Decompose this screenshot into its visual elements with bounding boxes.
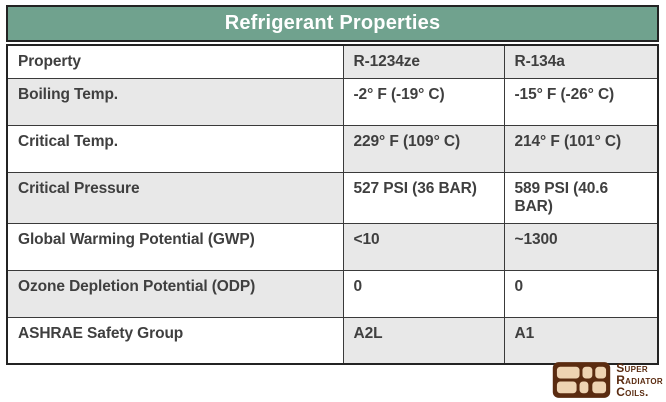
value-cell-r134a: 0 — [503, 269, 659, 318]
value-cell-r1234ze: 229° F (109° C) — [342, 124, 505, 173]
column-header-property: Property — [6, 44, 344, 79]
table-row-odp: Ozone Depletion Potential (ODP) 0 0 — [6, 269, 659, 318]
property-cell: ASHRAE Safety Group — [6, 316, 344, 365]
column-header-r1234ze: R-1234ze — [342, 44, 505, 79]
value-cell-r134a: ~1300 — [503, 222, 659, 271]
property-cell: Ozone Depletion Potential (ODP) — [6, 269, 344, 318]
refrigerant-properties-table: Property R-1234ze R-134a Boiling Temp. -… — [6, 44, 659, 365]
table-title-band: Refrigerant Properties — [6, 5, 659, 42]
value-cell-r134a: 589 PSI (40.6 BAR) — [503, 171, 659, 224]
header-row: Property R-1234ze R-134a — [6, 44, 659, 79]
value-cell-r1234ze: A2L — [342, 316, 505, 365]
value-cell-r134a: -15° F (-26° C) — [503, 77, 659, 126]
logo-line-radiator: Radiator — [616, 372, 663, 387]
table-row-critical-pressure: Critical Pressure 527 PSI (36 BAR) 589 P… — [6, 171, 659, 224]
value-cell-r1234ze: 0 — [342, 269, 505, 318]
property-cell: Global Warming Potential (GWP) — [6, 222, 344, 271]
table-title: Refrigerant Properties — [224, 12, 441, 34]
value-cell-r134a: 214° F (101° C) — [503, 124, 659, 173]
table-row-ashrae-safety-group: ASHRAE Safety Group A2L A1 — [6, 316, 659, 365]
super-radiator-coils-logo: Super Radiator Coils. — [552, 361, 663, 399]
property-cell: Boiling Temp. — [6, 77, 344, 126]
logo-line-super: Super — [616, 360, 648, 375]
value-cell-r1234ze: 527 PSI (36 BAR) — [342, 171, 505, 224]
logo-wordmark: Super Radiator Coils. — [616, 360, 663, 400]
value-cell-r1234ze: -2° F (-19° C) — [342, 77, 505, 126]
column-header-r134a: R-134a — [503, 44, 659, 79]
table-row-gwp: Global Warming Potential (GWP) <10 ~1300 — [6, 222, 659, 271]
table-row-boiling-temp: Boiling Temp. -2° F (-19° C) -15° F (-26… — [6, 77, 659, 126]
value-cell-r134a: A1 — [503, 316, 659, 365]
property-cell: Critical Pressure — [6, 171, 344, 224]
sr-logo-icon — [553, 362, 611, 398]
value-cell-r1234ze: <10 — [342, 222, 505, 271]
property-cell: Critical Temp. — [6, 124, 344, 173]
refrigerant-properties-table-area: Refrigerant Properties Property R-1234ze… — [6, 5, 659, 365]
table-row-critical-temp: Critical Temp. 229° F (109° C) 214° F (1… — [6, 124, 659, 173]
logo-line-coils: Coils. — [616, 385, 649, 400]
